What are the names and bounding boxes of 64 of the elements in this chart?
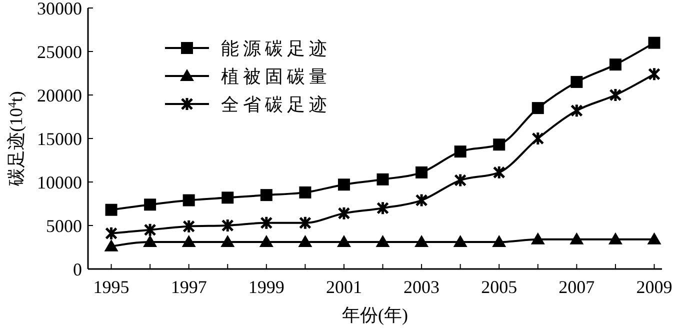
point: [609, 88, 622, 102]
point: [222, 192, 234, 204]
point: [376, 173, 389, 186]
x-tick-label: 2009: [636, 277, 672, 297]
point: [260, 189, 272, 202]
point: [414, 235, 429, 248]
point: [376, 200, 390, 216]
y-tick-label: 5000: [46, 216, 82, 236]
point: [532, 131, 544, 146]
legend-label: 全省碳足迹: [221, 94, 331, 114]
point: [570, 103, 583, 118]
point: [221, 218, 234, 233]
point: [532, 102, 544, 114]
x-tick-label: 2001: [326, 277, 362, 297]
point: [415, 193, 428, 208]
y-tick-label: 10000: [37, 172, 82, 192]
x-tick-label: 1999: [248, 277, 284, 297]
point: [220, 235, 235, 248]
point: [105, 204, 118, 216]
point: [453, 235, 468, 248]
point: [530, 232, 545, 244]
point: [493, 138, 506, 151]
y-tick-label: 25000: [37, 42, 82, 62]
y-tick-label: 0: [73, 259, 82, 280]
point: [648, 66, 660, 82]
point: [182, 219, 196, 234]
point: [260, 216, 273, 230]
point: [608, 232, 622, 244]
point: [144, 198, 156, 211]
point: [104, 239, 118, 252]
point: [570, 76, 583, 88]
point: [259, 235, 274, 248]
point: [609, 58, 622, 71]
point: [570, 232, 584, 244]
legend-label: 能源碳足迹: [221, 38, 331, 58]
point: [454, 146, 466, 158]
point: [299, 186, 312, 198]
point: [298, 216, 312, 230]
y-tick-label: 30000: [37, 0, 82, 18]
point: [338, 178, 350, 191]
y-tick-label: 15000: [37, 128, 82, 149]
point: [492, 165, 506, 180]
point: [416, 166, 428, 178]
y-tick-label: 20000: [37, 85, 82, 106]
x-tick-label: 2003: [404, 277, 440, 297]
x-axis-title: 年份(年): [342, 305, 408, 325]
point: [182, 235, 196, 248]
point: [647, 232, 662, 244]
point: [338, 206, 350, 221]
point: [105, 226, 118, 241]
point: [492, 235, 506, 248]
x-tick-label: 1995: [93, 277, 130, 297]
x-tick-label: 2007: [558, 277, 595, 297]
x-tick-label: 2005: [481, 277, 518, 297]
point: [182, 194, 195, 206]
point: [336, 235, 351, 248]
point: [376, 235, 390, 248]
x-tick-label: 1997: [170, 277, 207, 297]
point: [144, 222, 156, 238]
point: [143, 235, 158, 248]
point: [298, 235, 312, 248]
legend-label: 植被固碳量: [221, 66, 331, 86]
point: [648, 36, 660, 49]
point: [454, 173, 467, 188]
